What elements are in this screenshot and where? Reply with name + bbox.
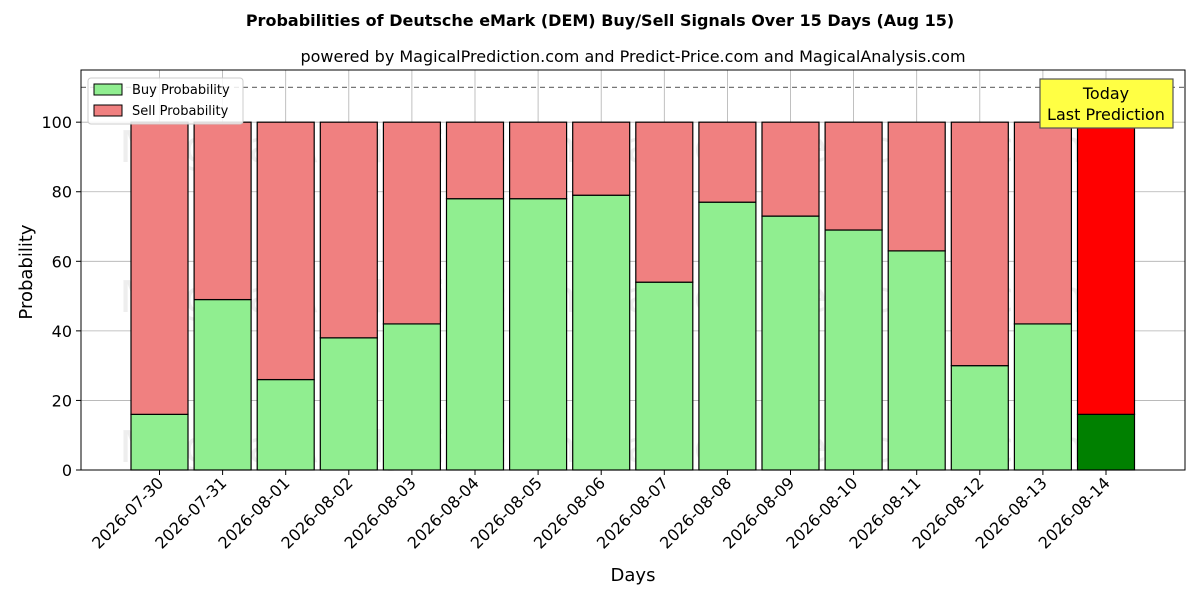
buy-bar	[509, 198, 568, 471]
buy-bar	[1076, 413, 1136, 471]
buy-bar	[698, 201, 757, 471]
buy-bar	[635, 281, 694, 471]
sell-bar	[509, 121, 568, 200]
legend-swatch	[93, 104, 123, 117]
buy-bar	[572, 194, 631, 471]
sell-bar	[824, 121, 883, 231]
legend-swatch	[93, 83, 123, 96]
sell-bar	[698, 121, 757, 203]
sell-bar	[1076, 121, 1136, 415]
buy-bar	[445, 198, 505, 471]
sell-bar	[382, 121, 441, 325]
sell-bar	[1013, 121, 1073, 325]
buy-bar	[761, 215, 820, 471]
y-tick-label: 0	[62, 461, 72, 480]
y-tick-label: 40	[52, 322, 72, 341]
buy-bar	[887, 250, 946, 471]
y-axis-label: Probability	[16, 224, 37, 319]
sell-bar	[130, 121, 189, 415]
annotation-box	[1039, 78, 1174, 129]
legend-label: Sell Probability	[132, 104, 229, 119]
buy-bar	[1013, 323, 1073, 471]
sell-bar	[950, 121, 1009, 367]
buy-bar	[824, 229, 883, 471]
legend-box	[87, 77, 244, 125]
chart-subtitle: powered by MagicalPrediction.com and Pre…	[300, 47, 965, 66]
plot-frame	[80, 69, 1186, 471]
y-tick-label: 100	[41, 113, 72, 132]
sell-bar	[319, 121, 378, 339]
legend-label: Buy Probability	[132, 83, 230, 98]
sell-bar	[445, 121, 505, 200]
buy-bar	[256, 378, 315, 471]
plot-area: MagicalAnalysis.comMagicalPrediction.com…	[41, 69, 1186, 553]
sell-bar	[761, 121, 820, 217]
annotation-text: Last Prediction	[1047, 105, 1165, 124]
buy-bar	[130, 413, 189, 471]
sell-bar	[887, 121, 946, 252]
sell-bar	[256, 121, 315, 381]
y-tick-label: 80	[52, 183, 72, 202]
buy-bar	[950, 365, 1009, 471]
sell-bar	[193, 121, 252, 301]
annotation-today: Today Last Prediction	[1039, 78, 1174, 129]
buy-bar	[319, 337, 378, 471]
y-tick-label: 20	[52, 391, 72, 410]
chart-title: Probabilities of Deutsche eMark (DEM) Bu…	[246, 11, 954, 30]
buy-bar	[193, 298, 252, 471]
sell-bar	[635, 121, 694, 283]
annotation-text: Today	[1082, 84, 1129, 103]
legend: Buy Probability Sell Probability	[87, 77, 244, 125]
buy-bar	[382, 323, 441, 471]
y-tick-label: 60	[52, 252, 72, 271]
x-axis-label: Days	[611, 565, 656, 586]
sell-bar	[572, 121, 631, 196]
